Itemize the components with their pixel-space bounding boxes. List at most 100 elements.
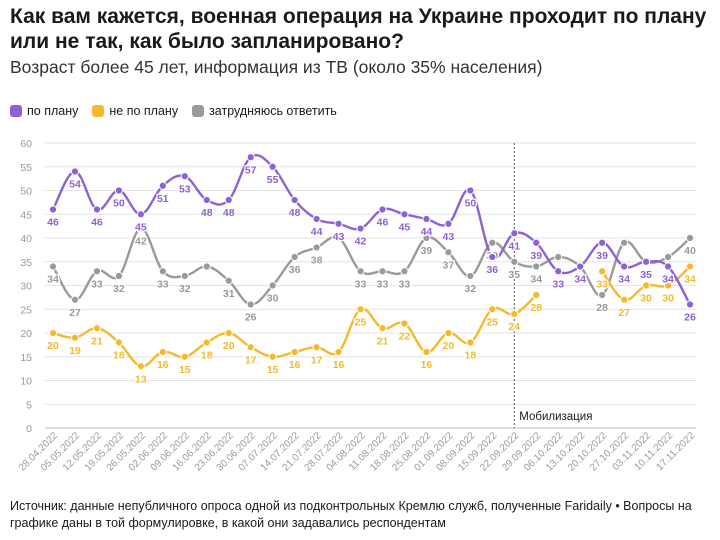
legend-swatch	[92, 105, 105, 117]
data-label: 36	[486, 264, 498, 276]
data-point	[136, 362, 145, 371]
data-label: 53	[179, 183, 191, 195]
y-tick-label: 35	[20, 257, 32, 269]
data-point	[158, 347, 167, 357]
data-label: 16	[333, 359, 345, 371]
data-point	[378, 324, 387, 333]
data-label: 26	[684, 312, 696, 324]
data-label: 48	[289, 207, 301, 219]
data-point	[158, 181, 167, 190]
data-point	[268, 162, 277, 171]
data-point	[378, 205, 387, 214]
data-label: 44	[311, 226, 323, 238]
y-tick-label: 5	[26, 399, 32, 411]
data-label: 18	[465, 350, 477, 362]
data-label: 18	[201, 350, 213, 362]
data-label: 15	[179, 364, 191, 376]
data-point	[334, 233, 343, 243]
data-point	[510, 309, 519, 319]
data-label: 32	[179, 283, 191, 295]
data-point	[466, 186, 475, 195]
data-label: 34	[530, 274, 542, 286]
chart-title: Как вам кажется, военная операция на Укр…	[10, 5, 707, 53]
legend-swatch	[192, 105, 205, 117]
data-label: 36	[289, 264, 301, 276]
data-point	[620, 295, 629, 304]
data-label: 27	[618, 307, 630, 319]
data-label: 32	[113, 283, 125, 295]
legend-label: не по плану	[109, 104, 179, 118]
data-label: 28	[596, 302, 608, 314]
line-chart: 05101520253035404550556028.04.202205.05.…	[17, 138, 697, 474]
data-point	[114, 186, 123, 195]
y-tick-label: 40	[20, 233, 32, 245]
data-label: 43	[333, 231, 345, 243]
data-point	[92, 205, 102, 214]
data-point	[246, 153, 255, 162]
data-point	[334, 219, 343, 228]
data-label: 18	[113, 350, 125, 362]
data-point	[620, 238, 629, 247]
chart-source: Источник: данные непубличного опроса одн…	[10, 499, 692, 530]
data-point	[290, 195, 299, 205]
data-point	[312, 243, 321, 252]
data-point	[400, 319, 409, 328]
data-point	[246, 343, 255, 352]
data-point	[378, 267, 387, 276]
data-point	[48, 328, 58, 338]
data-point	[400, 210, 409, 219]
data-point	[136, 210, 145, 219]
data-point	[598, 267, 607, 276]
data-point	[685, 262, 695, 271]
data-label: 19	[69, 345, 81, 357]
data-point	[488, 252, 497, 262]
data-label: 41	[508, 240, 520, 252]
data-point	[202, 195, 211, 205]
data-label: 33	[596, 278, 608, 290]
y-tick-label: 15	[20, 352, 32, 364]
data-label: 37	[443, 259, 455, 271]
chart-subtitle: Возраст более 45 лет, информация из ТВ (…	[10, 57, 543, 77]
data-label: 22	[399, 331, 411, 343]
legend-item: затрудняюсь ответить	[192, 104, 337, 118]
legend-label: затрудняюсь ответить	[209, 104, 337, 118]
data-label: 16	[157, 359, 169, 371]
data-label: 54	[69, 179, 81, 191]
data-label: 34	[47, 274, 59, 286]
data-point	[444, 248, 453, 257]
data-label: 33	[355, 278, 367, 290]
data-point	[685, 300, 695, 309]
data-label: 50	[113, 198, 125, 210]
data-point	[92, 267, 102, 276]
data-label: 46	[91, 217, 103, 229]
data-point	[400, 267, 409, 276]
data-label: 31	[223, 288, 235, 300]
data-point	[70, 295, 80, 304]
data-point	[312, 214, 321, 224]
legend-item: по плану	[10, 104, 78, 118]
data-label: 20	[443, 340, 455, 352]
data-point	[290, 252, 299, 262]
data-label: 17	[311, 354, 323, 366]
series-line	[51, 153, 692, 306]
data-label: 33	[399, 278, 411, 290]
data-label: 25	[355, 316, 367, 328]
data-label: 55	[267, 174, 279, 186]
legend-swatch	[10, 105, 22, 117]
data-point	[488, 238, 497, 247]
data-point	[224, 195, 233, 205]
data-point	[202, 338, 211, 347]
data-point	[356, 305, 365, 314]
data-label: 20	[223, 340, 235, 352]
data-label: 13	[135, 373, 147, 385]
data-point	[356, 267, 365, 276]
data-point	[641, 281, 651, 290]
data-point	[312, 343, 321, 352]
data-label: 42	[355, 236, 367, 248]
data-point	[422, 214, 431, 224]
y-tick-label: 50	[20, 186, 32, 198]
data-label: 21	[377, 335, 389, 347]
data-label: 39	[530, 250, 542, 262]
data-label: 25	[486, 316, 498, 328]
data-label: 34	[618, 274, 630, 286]
